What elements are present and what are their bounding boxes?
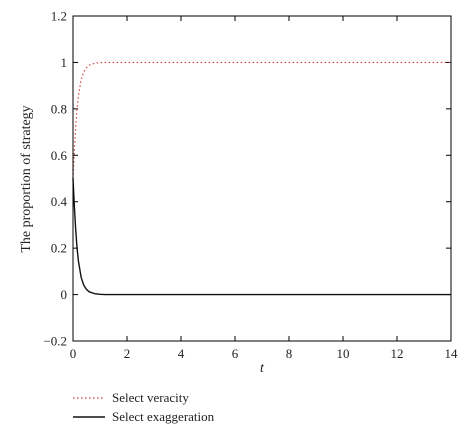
series-line-veracity	[72, 61, 451, 179]
y-tick-label: 0.2	[51, 241, 67, 256]
y-tick-label: 0.6	[51, 148, 68, 163]
y-tick-label: −0.2	[43, 334, 67, 349]
x-tick-label: 10	[337, 346, 350, 361]
y-tick-label: 0	[61, 287, 68, 302]
legend-label-exaggeration: Select exaggeration	[112, 409, 215, 424]
legend: Select veracity Select exaggeration	[73, 390, 215, 424]
legend-label-veracity: Select veracity	[112, 390, 189, 405]
series-line-exaggeration	[72, 178, 451, 296]
x-tick-label: 14	[445, 346, 459, 361]
y-tick-label: 0.8	[51, 101, 67, 116]
x-tick-label: 2	[124, 346, 131, 361]
series-layer	[72, 61, 451, 296]
y-tick-label: 1.2	[51, 9, 67, 24]
x-tick-label: 0	[70, 346, 77, 361]
x-tick-label: 6	[232, 346, 239, 361]
y-tick-label: 1	[61, 55, 68, 70]
x-tick-label: 12	[391, 346, 404, 361]
y-tick-label: 0.4	[51, 194, 68, 209]
plot-frame	[72, 15, 452, 342]
x-tick-label: 4	[178, 346, 185, 361]
x-axis-label: t	[260, 361, 265, 376]
y-axis-ticks: −0.2 0 0.2 0.4 0.6 0.8 1 1.2	[43, 9, 451, 349]
y-axis-label: The proportion of strategy	[19, 105, 34, 252]
x-axis-ticks: 0 2 4 6 8 10 12 14	[70, 16, 458, 361]
x-tick-label: 8	[286, 346, 293, 361]
